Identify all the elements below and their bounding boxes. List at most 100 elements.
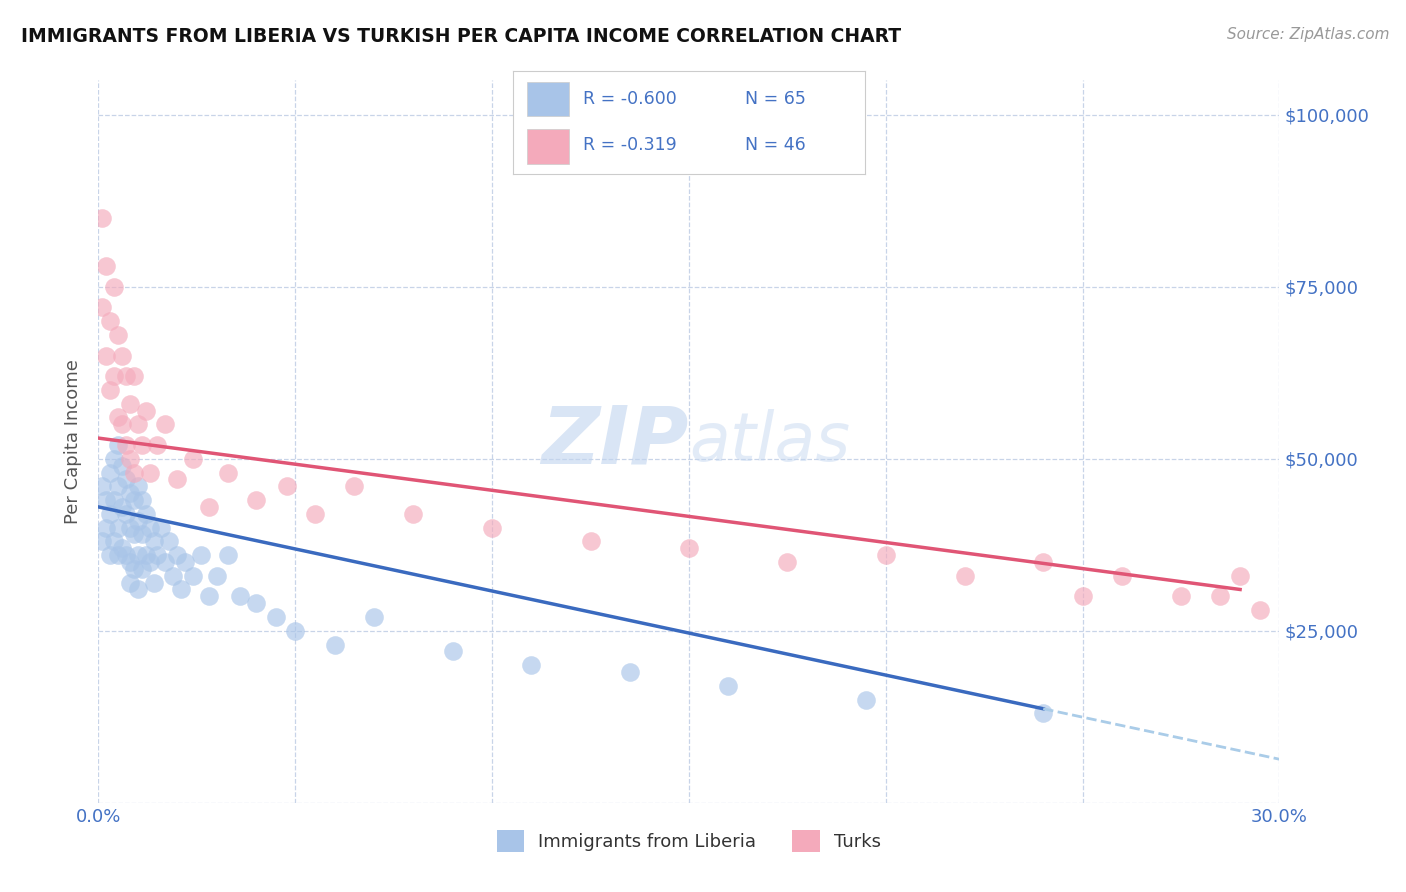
Point xyxy=(115,472,138,486)
Point xyxy=(131,562,153,576)
Point xyxy=(107,548,129,562)
Point xyxy=(402,507,425,521)
Point xyxy=(229,590,252,604)
Point xyxy=(304,507,326,521)
Point xyxy=(98,548,121,562)
Point xyxy=(98,507,121,521)
Point xyxy=(875,548,897,562)
Point xyxy=(276,479,298,493)
Point xyxy=(166,472,188,486)
Point xyxy=(323,638,346,652)
Point xyxy=(284,624,307,638)
Point xyxy=(264,610,287,624)
Point xyxy=(155,555,177,569)
Point xyxy=(111,417,134,432)
Point xyxy=(103,279,125,293)
Point xyxy=(150,520,173,534)
Text: R = -0.600: R = -0.600 xyxy=(583,90,678,108)
Point xyxy=(107,479,129,493)
Point xyxy=(98,383,121,397)
Point xyxy=(217,466,239,480)
Point xyxy=(103,493,125,508)
Point xyxy=(115,507,138,521)
Point xyxy=(363,610,385,624)
Point xyxy=(776,555,799,569)
Point xyxy=(1111,568,1133,582)
Text: ZIP: ZIP xyxy=(541,402,689,481)
Point xyxy=(142,575,165,590)
Point xyxy=(115,438,138,452)
Point xyxy=(127,417,149,432)
Point xyxy=(107,410,129,425)
Point xyxy=(855,692,877,706)
Text: N = 65: N = 65 xyxy=(745,90,806,108)
Point xyxy=(122,369,145,384)
Point xyxy=(96,493,118,508)
Point xyxy=(91,479,114,493)
Point xyxy=(131,438,153,452)
Point xyxy=(138,555,160,569)
Point xyxy=(107,327,129,342)
Point xyxy=(162,568,184,582)
Point xyxy=(131,527,153,541)
Point xyxy=(135,403,157,417)
Text: Source: ZipAtlas.com: Source: ZipAtlas.com xyxy=(1226,27,1389,42)
Point xyxy=(103,534,125,549)
Point xyxy=(181,568,204,582)
Point xyxy=(96,349,118,363)
Point xyxy=(1229,568,1251,582)
Point xyxy=(343,479,366,493)
Point xyxy=(118,451,141,466)
Point xyxy=(111,541,134,556)
Point xyxy=(96,259,118,273)
Point xyxy=(170,582,193,597)
Point xyxy=(181,451,204,466)
Point xyxy=(118,486,141,500)
Point xyxy=(115,369,138,384)
Point xyxy=(441,644,464,658)
Text: N = 46: N = 46 xyxy=(745,136,806,154)
Point xyxy=(91,534,114,549)
Point xyxy=(111,349,134,363)
Bar xyxy=(527,128,569,163)
Point xyxy=(1170,590,1192,604)
Point xyxy=(619,665,641,679)
Point xyxy=(96,520,118,534)
Point xyxy=(138,520,160,534)
Point xyxy=(197,500,219,514)
Text: atlas: atlas xyxy=(689,409,851,475)
Point xyxy=(122,527,145,541)
Point xyxy=(122,493,145,508)
Point xyxy=(127,548,149,562)
Point xyxy=(111,458,134,473)
Point xyxy=(155,417,177,432)
Point xyxy=(953,568,976,582)
Point xyxy=(98,314,121,328)
Point xyxy=(118,575,141,590)
Point xyxy=(245,596,267,610)
Point xyxy=(678,541,700,556)
Point xyxy=(138,466,160,480)
Point xyxy=(131,493,153,508)
Point xyxy=(1249,603,1271,617)
Point xyxy=(91,301,114,315)
Point xyxy=(107,438,129,452)
Point xyxy=(146,548,169,562)
Point xyxy=(146,438,169,452)
Point xyxy=(1209,590,1232,604)
Point xyxy=(579,534,602,549)
Point xyxy=(166,548,188,562)
Point xyxy=(174,555,197,569)
Point xyxy=(217,548,239,562)
Point xyxy=(118,397,141,411)
Text: R = -0.319: R = -0.319 xyxy=(583,136,678,154)
Point xyxy=(1032,706,1054,721)
Point xyxy=(115,548,138,562)
Point xyxy=(91,211,114,225)
Point xyxy=(103,451,125,466)
Point xyxy=(205,568,228,582)
Y-axis label: Per Capita Income: Per Capita Income xyxy=(65,359,83,524)
Point xyxy=(190,548,212,562)
Point xyxy=(118,520,141,534)
Point xyxy=(197,590,219,604)
